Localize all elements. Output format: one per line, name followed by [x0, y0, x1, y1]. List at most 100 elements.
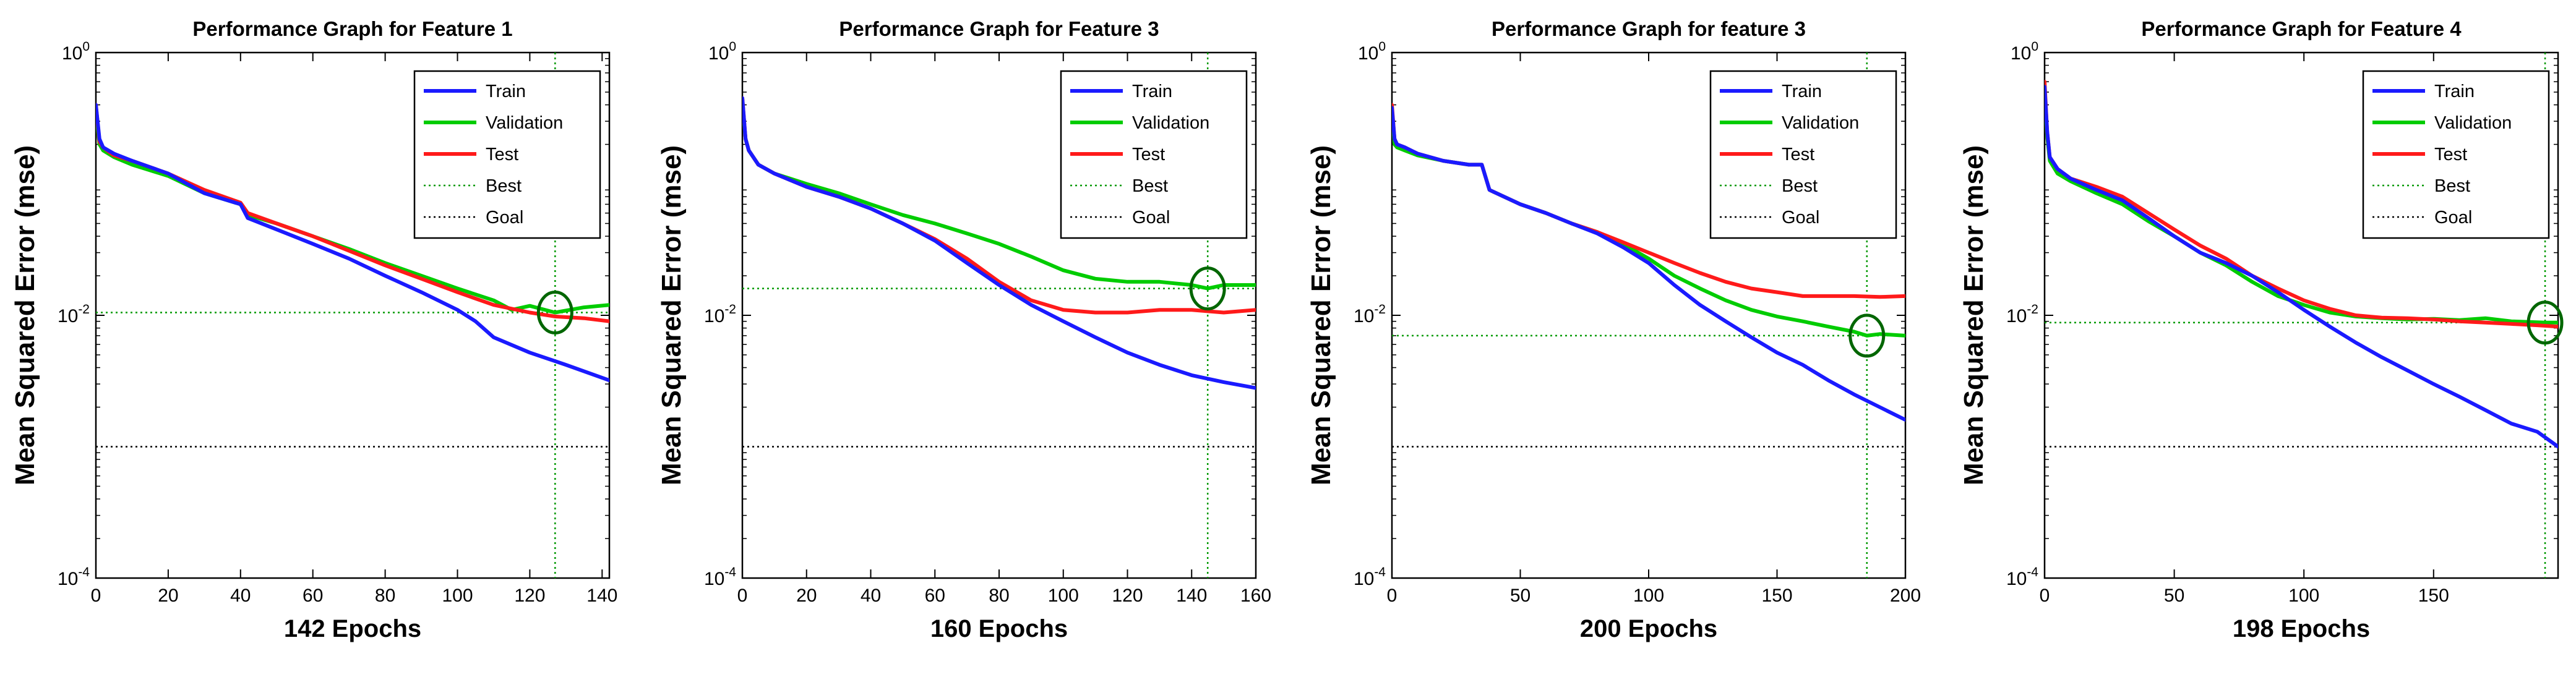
y-tick-label-exponent: -2	[78, 302, 90, 317]
series-line-train	[742, 96, 1256, 390]
legend-label-test: Test	[2434, 145, 2467, 164]
x-tick-label: 0	[2040, 585, 2050, 606]
legend-label-train: Train	[1782, 82, 1822, 101]
x-tick-label: 100	[1633, 585, 1664, 606]
x-tick-label: 120	[1112, 585, 1143, 606]
legend-label-test: Test	[1132, 145, 1165, 164]
y-tick-label: 10-4	[704, 565, 736, 589]
y-tick-label-exponent: -2	[724, 302, 736, 317]
y-tick-label-exponent: -4	[78, 565, 90, 579]
x-tick-label: 0	[737, 585, 748, 606]
plot-lines	[2045, 80, 2558, 449]
x-tick-label: 140	[586, 585, 617, 606]
y-tick-label-base: 10	[62, 43, 82, 64]
y-tick-label-base: 10	[58, 569, 78, 589]
legend-label-best: Best	[2434, 176, 2470, 196]
y-tick-label-base: 10	[1358, 43, 1378, 64]
x-tick-label: 150	[1761, 585, 1792, 606]
x-tick-label: 20	[158, 585, 178, 606]
y-axis-label: Mean Squared Error (mse)	[1306, 145, 1336, 485]
chart-title: Performance Graph for Feature 3	[839, 17, 1159, 40]
y-tick-label: 100	[2011, 40, 2038, 64]
legend-label-validation: Validation	[2434, 113, 2512, 133]
chart-title: Performance Graph for Feature 4	[2141, 17, 2462, 40]
y-tick-label-exponent: -2	[2027, 302, 2038, 317]
y-tick-label: 100	[1358, 40, 1386, 64]
y-tick-label-base: 10	[2011, 43, 2031, 64]
y-tick-label-exponent: 0	[2031, 40, 2038, 54]
y-tick-label-exponent: -2	[1374, 302, 1386, 317]
y-tick-label: 10-2	[58, 302, 90, 326]
plot-lines	[96, 103, 609, 383]
chart-panel-3: Performance Graph for feature 310010-210…	[1306, 17, 1921, 642]
y-tick-label: 100	[708, 40, 736, 64]
y-tick-label-base: 10	[2006, 306, 2027, 326]
legend-label-goal: Goal	[2434, 208, 2472, 228]
legend-label-validation: Validation	[486, 113, 563, 133]
y-tick-label-base: 10	[704, 306, 724, 326]
plot-lines	[1392, 103, 1905, 422]
x-tick-label: 100	[442, 585, 473, 606]
y-axis-label: Mean Squared Error (mse)	[656, 145, 687, 485]
x-tick-label: 80	[989, 585, 1009, 606]
y-tick-label-exponent: -4	[2027, 565, 2038, 579]
x-tick-label: 0	[1387, 585, 1397, 606]
x-axis-label: 142 Epochs	[284, 615, 421, 642]
x-tick-label: 140	[1176, 585, 1207, 606]
legend-label-train: Train	[486, 82, 526, 101]
legend-label-best: Best	[486, 176, 522, 196]
legend-label-goal: Goal	[486, 208, 523, 228]
y-tick-label-exponent: 0	[1378, 40, 1386, 54]
x-axis-label: 198 Epochs	[2233, 615, 2370, 642]
legend-label-best: Best	[1782, 176, 1818, 196]
legend-label-goal: Goal	[1132, 208, 1170, 228]
x-tick-label: 50	[1510, 585, 1531, 606]
y-axis-label: Mean Squared Error (mse)	[1959, 145, 1989, 485]
y-tick-label-base: 10	[708, 43, 729, 64]
x-axis-label: 160 Epochs	[930, 615, 1068, 642]
best-marker	[1848, 313, 1886, 358]
y-tick-label-base: 10	[58, 306, 78, 326]
chart-panel-1: Performance Graph for Feature 110010-210…	[10, 17, 617, 642]
y-tick-label: 100	[62, 40, 90, 64]
chart-title: Performance Graph for feature 3	[1492, 17, 1806, 40]
x-tick-label: 200	[1890, 585, 1921, 606]
x-tick-label: 160	[1240, 585, 1271, 606]
x-tick-label: 50	[2164, 585, 2184, 606]
chart-panel-4: Performance Graph for Feature 410010-210…	[1959, 17, 2564, 642]
y-tick-label: 10-4	[58, 565, 90, 589]
y-tick-label-exponent: 0	[729, 40, 736, 54]
y-axis-label: Mean Squared Error (mse)	[10, 145, 40, 485]
x-tick-label: 120	[514, 585, 545, 606]
legend-label-validation: Validation	[1132, 113, 1209, 133]
chart-panel-2: Performance Graph for Feature 310010-210…	[656, 17, 1271, 642]
legend-label-validation: Validation	[1782, 113, 1859, 133]
y-tick-label-base: 10	[704, 569, 724, 589]
y-tick-label-exponent: -4	[1374, 565, 1386, 579]
best-marker	[1189, 266, 1226, 311]
chart-title: Performance Graph for Feature 1	[192, 17, 512, 40]
x-tick-label: 100	[2288, 585, 2319, 606]
legend-label-test: Test	[1782, 145, 1814, 164]
legend-label-goal: Goal	[1782, 208, 1819, 228]
x-tick-label: 20	[796, 585, 817, 606]
y-tick-label: 10-2	[704, 302, 736, 326]
best-marker	[536, 290, 573, 334]
legend-label-train: Train	[2434, 82, 2475, 101]
x-tick-label: 0	[91, 585, 101, 606]
y-tick-label: 10-4	[2006, 565, 2038, 589]
x-tick-label: 40	[230, 585, 251, 606]
x-tick-label: 60	[303, 585, 323, 606]
y-tick-label: 10-4	[1354, 565, 1386, 589]
y-tick-label-base: 10	[1354, 569, 1374, 589]
best-marker	[2527, 300, 2564, 345]
legend-label-test: Test	[486, 145, 518, 164]
x-tick-label: 150	[2418, 585, 2449, 606]
y-tick-label-exponent: 0	[82, 40, 90, 54]
y-tick-label-base: 10	[2006, 569, 2027, 589]
plot-lines	[742, 96, 1256, 390]
x-tick-label: 40	[861, 585, 881, 606]
x-tick-label: 100	[1048, 585, 1079, 606]
y-tick-label: 10-2	[2006, 302, 2038, 326]
